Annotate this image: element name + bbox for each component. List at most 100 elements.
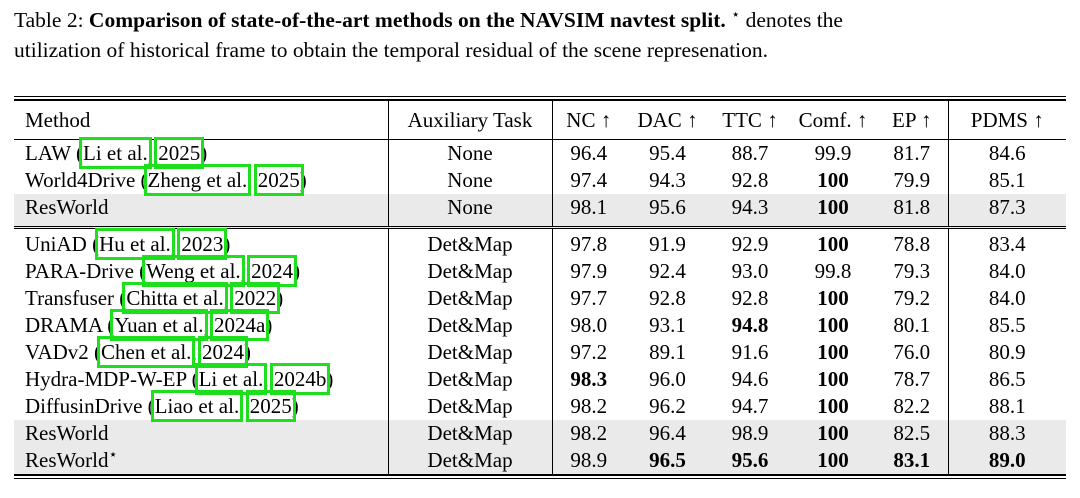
aux-task-cell: Det&Map	[387, 447, 553, 474]
metric-pdms: 85.1	[947, 167, 1066, 194]
citation-year-link[interactable]: 2023	[177, 228, 228, 260]
metric-ttc: 93.0	[731, 259, 769, 283]
citation-year-link[interactable]: 2024	[247, 255, 298, 287]
method-name: VADv2 (	[25, 340, 102, 364]
citation-separator: ,	[247, 168, 258, 192]
table-row: World4Drive (Zheng et al., 2025) None 97…	[14, 164, 1066, 196]
table-row-highlighted: ResWorld⋆ Det&Map 98.9 96.5 95.6 100 83.…	[14, 447, 1066, 474]
citation-year-link[interactable]: 2024	[197, 336, 248, 368]
citation-separator: ,	[263, 367, 274, 391]
metric-nc: 97.7	[570, 286, 608, 310]
metric-ep: 78.8	[876, 226, 948, 258]
method-cell: ResWorld⋆	[14, 447, 388, 474]
method-name-suffix: )	[243, 340, 251, 364]
metric-pdms: 83.4	[947, 226, 1066, 258]
method-name-suffix: )	[223, 232, 231, 256]
metric-ep: 79.3	[893, 259, 931, 283]
method-name-suffix: )	[265, 313, 273, 337]
metric-nc: 98.3	[570, 367, 608, 391]
method-cell: DRAMA (Yuan et al., 2024a)	[14, 309, 388, 341]
metric-ttc: 94.6	[731, 367, 769, 391]
citation-author-link[interactable]: Li et al.	[194, 363, 268, 395]
method-name: LAW (	[25, 141, 83, 165]
citation-year-link[interactable]: 2025	[253, 164, 304, 196]
metric-comf: 99.9	[814, 141, 852, 165]
metric-dac: 96.0	[649, 367, 686, 391]
method-cell: UniAD (Hu et al., 2023)	[14, 226, 388, 260]
metric-ep: 81.8	[876, 194, 948, 228]
metric-ep: 80.1	[893, 313, 931, 337]
citation-author-link[interactable]: Liao et al.	[150, 390, 244, 422]
metric-nc: 97.9	[570, 259, 608, 283]
star-symbol: ⋆	[108, 447, 118, 463]
citation-year-link[interactable]: 2024b	[269, 363, 331, 395]
metric-dac: 89.1	[649, 340, 686, 364]
table-row: DRAMA (Yuan et al., 2024a) Det&Map 98.0 …	[14, 309, 1066, 341]
table-row: LAW (Li et al., 2025) None 96.4 95.4 88.…	[14, 137, 1066, 169]
metric-ttc: 92.8	[731, 168, 769, 192]
metric-nc: 97.8	[552, 226, 625, 258]
metric-comf: 100	[790, 194, 876, 228]
metric-dac: 96.2	[649, 394, 686, 418]
table-row: VADv2 (Chen et al., 2024) Det&Map 97.2 8…	[14, 336, 1066, 368]
method-name: DiffusinDrive (	[25, 394, 155, 418]
metric-ttc: 92.8	[731, 286, 769, 310]
citation-author-link[interactable]: Chen et al.	[97, 336, 196, 368]
citation-separator: ,	[170, 232, 182, 256]
header-dac: DAC ↑	[625, 101, 710, 140]
header-ttc: TTC ↑	[710, 101, 790, 140]
citation-separator: ,	[203, 313, 214, 337]
metric-ep: 76.0	[893, 340, 931, 364]
aux-task-cell: None	[387, 194, 553, 228]
caption-title: Comparison of state-of-the-art methods o…	[88, 8, 726, 32]
header-method: Method	[14, 101, 388, 140]
table-rule-bottom-thick	[14, 474, 1066, 476]
method-name-suffix: )	[299, 168, 307, 192]
table-row-highlighted: ResWorld None 98.1 95.6 94.3 100 81.8 87…	[14, 194, 1066, 228]
citation-author-link[interactable]: Hu et al.	[95, 228, 175, 260]
citation-separator: ,	[223, 286, 235, 310]
metric-ep: 79.9	[893, 168, 931, 192]
metric-dac: 96.4	[625, 420, 710, 447]
citation-author-link[interactable]: Zheng et al.	[143, 164, 252, 196]
method-name: Transfuser (	[25, 286, 127, 310]
method-name: PARA-Drive (	[25, 259, 147, 283]
header-auxiliary-task: Auxiliary Task	[387, 101, 553, 140]
table-rule-top-thick	[14, 99, 1066, 101]
metric-ep: 79.2	[893, 286, 931, 310]
citation-year-link[interactable]: 2022	[230, 282, 281, 314]
caption-tail: denotes the	[740, 8, 843, 32]
table-row: DiffusinDrive (Liao et al., 2025) Det&Ma…	[14, 390, 1066, 422]
star-symbol: ⋆	[731, 6, 741, 23]
citation-author-link[interactable]: Weng et al.	[142, 255, 245, 287]
metric-pdms: 84.0	[947, 285, 1066, 312]
citation-year-link[interactable]: 2025	[154, 137, 205, 169]
method-name: World4Drive (	[25, 168, 148, 192]
method-cell: VADv2 (Chen et al., 2024)	[14, 336, 388, 368]
caption-label: Table 2:	[14, 8, 89, 32]
method-cell: DiffusinDrive (Liao et al., 2025)	[14, 390, 388, 422]
metric-ttc: 91.6	[731, 340, 769, 364]
citation-author-link[interactable]: Yuan et al.	[110, 309, 208, 341]
metric-pdms: 80.9	[947, 339, 1066, 366]
citation-author-link[interactable]: Chitta et al.	[122, 282, 228, 314]
metric-comf: 100	[817, 313, 849, 337]
metric-ttc: 92.9	[710, 226, 790, 258]
metric-ep: 81.7	[893, 141, 931, 165]
method-cell: Transfuser (Chitta et al., 2022)	[14, 282, 388, 314]
citation-year-link[interactable]: 2025	[245, 390, 296, 422]
metric-nc: 97.4	[570, 168, 608, 192]
metric-comf: 100	[790, 420, 876, 447]
metric-pdms: 88.3	[947, 420, 1066, 447]
metric-dac: 92.4	[649, 259, 686, 283]
citation-author-link[interactable]: Li et al.	[79, 137, 152, 169]
method-name-suffix: )	[276, 286, 284, 310]
metric-ep: 82.5	[876, 420, 948, 447]
metric-dac: 91.9	[625, 226, 710, 258]
citation-separator: ,	[240, 259, 252, 283]
method-name-suffix: )	[326, 367, 334, 391]
metric-pdms: 87.3	[947, 194, 1066, 228]
metric-ttc: 94.3	[710, 194, 790, 228]
metric-pdms: 85.5	[947, 312, 1066, 339]
citation-year-link[interactable]: 2024a	[209, 309, 270, 341]
